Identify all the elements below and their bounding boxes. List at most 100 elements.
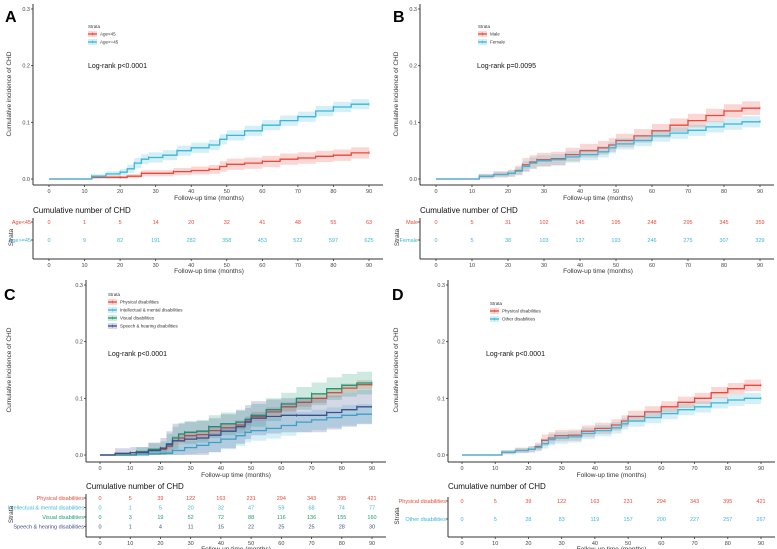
y-tick-label: 0.3 (22, 7, 30, 13)
x-tick-label: 80 (339, 466, 345, 472)
y-tick-label: 0.1 (75, 396, 83, 402)
x-tick-label: 70 (691, 466, 697, 472)
risk-x-tick-label: 30 (559, 541, 565, 547)
x-tick-label: 70 (685, 189, 691, 195)
y-tick-label: 0.0 (409, 177, 417, 183)
y-axis-label: Cumulative incidence of CHD (6, 327, 13, 412)
x-tick-label: 50 (248, 466, 254, 472)
risk-cell: 0 (98, 525, 101, 531)
risk-cell: 522 (293, 238, 302, 244)
risk-cell: 4 (159, 525, 162, 531)
risk-row-label: Visual disabilities (42, 515, 84, 521)
risk-x-tick-label: 90 (757, 263, 763, 269)
x-tick-label: 40 (218, 466, 224, 472)
risk-cell: 28 (525, 517, 531, 523)
risk-cell: 0 (47, 220, 50, 226)
risk-cell: 22 (248, 525, 254, 531)
risk-x-tick-label: 30 (153, 263, 159, 269)
risk-cell: 41 (259, 220, 265, 226)
risk-row-label: Intellectual & mental disabilities (8, 506, 85, 512)
x-tick-label: 50 (625, 466, 631, 472)
x-tick-label: 80 (330, 189, 336, 195)
risk-x-tick-label: 0 (434, 263, 437, 269)
risk-x-tick-label: 10 (127, 541, 133, 547)
risk-cell: 77 (369, 506, 375, 512)
risk-cell: 32 (224, 220, 230, 226)
risk-cell: 157 (624, 517, 633, 523)
y-tick-label: 0.2 (409, 64, 417, 70)
risk-cell: 88 (248, 515, 254, 521)
log-rank-annotation: Log-rank p<0.0001 (108, 351, 167, 358)
risk-cell: 119 (590, 517, 599, 523)
y-tick-label: 0.2 (22, 64, 30, 70)
risk-x-tick-label: 30 (188, 541, 194, 547)
confidence-band (462, 379, 761, 455)
x-tick-label: 60 (649, 189, 655, 195)
y-axis-label: Cumulative incidence of CHD (393, 51, 400, 136)
x-tick-label: 0 (460, 466, 463, 472)
risk-x-axis-label: Follow-up time (months) (563, 268, 633, 275)
legend-label: Age>=45 (100, 40, 119, 45)
survival-curve (49, 152, 370, 180)
risk-cell: 20 (188, 220, 194, 226)
risk-cell: 20 (188, 506, 194, 512)
risk-x-axis-label: Follow-up time (months) (577, 546, 647, 549)
risk-cell: 0 (460, 499, 463, 505)
risk-x-axis-label: Follow-up time (months) (174, 268, 244, 275)
confidence-band (100, 371, 372, 455)
panel-b: B0.00.10.20.30 10 20 30 40 50 60 70 80 90Follow-u… (393, 4, 774, 275)
risk-cell: 48 (295, 220, 301, 226)
legend-title: Strata (88, 24, 101, 29)
risk-cell: 395 (723, 499, 732, 505)
x-axis-label: Follow-up time (months) (563, 195, 633, 202)
risk-x-tick-label: 30 (541, 263, 547, 269)
risk-cell: 145 (575, 220, 584, 226)
legend-label: Physical disabilities (120, 300, 160, 305)
y-tick-label: 0.0 (22, 177, 30, 183)
legend-title: Strata (490, 301, 503, 306)
risk-cell: 39 (525, 499, 531, 505)
confidence-band (49, 99, 369, 179)
risk-cell: 5 (470, 238, 473, 244)
risk-table-y-label: Strata (394, 507, 401, 525)
risk-cell: 195 (611, 220, 620, 226)
risk-cell: 246 (647, 238, 656, 244)
panel-c: C0.00.10.20.30 10 20 30 40 50 60 70 80 90Follow-u… (4, 280, 386, 549)
risk-x-tick-label: 10 (469, 263, 475, 269)
risk-x-tick-label: 70 (685, 263, 691, 269)
confidence-band (436, 101, 760, 179)
risk-cell: 122 (557, 499, 566, 505)
risk-cell: 82 (117, 238, 123, 244)
confidence-band (100, 389, 372, 455)
y-tick-label: 0.3 (437, 283, 445, 289)
y-tick-label: 0.1 (437, 396, 445, 402)
x-tick-label: 90 (366, 189, 372, 195)
x-tick-label: 50 (224, 189, 230, 195)
legend-title: Strata (478, 24, 491, 29)
risk-table-y-label: Strata (394, 228, 401, 246)
risk-x-tick-label: 70 (295, 263, 301, 269)
risk-cell: 163 (590, 499, 599, 505)
x-axis-label: Follow-up time (months) (201, 472, 271, 479)
risk-cell: 28 (339, 525, 345, 531)
risk-cell: 14 (153, 220, 159, 226)
risk-table-title: Cumulative number of CHD (448, 482, 546, 491)
risk-cell: 72 (218, 515, 224, 521)
risk-cell: 1 (129, 525, 132, 531)
x-tick-label: 30 (559, 466, 565, 472)
risk-cell: 160 (367, 515, 376, 521)
x-tick-label: 20 (157, 466, 163, 472)
risk-cell: 25 (278, 525, 284, 531)
risk-row-label: Female (400, 238, 418, 244)
x-tick-label: 20 (505, 189, 511, 195)
x-tick-label: 50 (613, 189, 619, 195)
survival-curve (100, 413, 372, 456)
risk-cell: 3 (129, 515, 132, 521)
risk-cell: 19 (157, 515, 163, 521)
risk-cell: 0 (98, 515, 101, 521)
risk-x-tick-label: 80 (330, 263, 336, 269)
y-tick-label: 0.3 (75, 283, 83, 289)
risk-cell: 343 (690, 499, 699, 505)
legend-label: Female (490, 40, 506, 45)
x-tick-label: 0 (98, 466, 101, 472)
